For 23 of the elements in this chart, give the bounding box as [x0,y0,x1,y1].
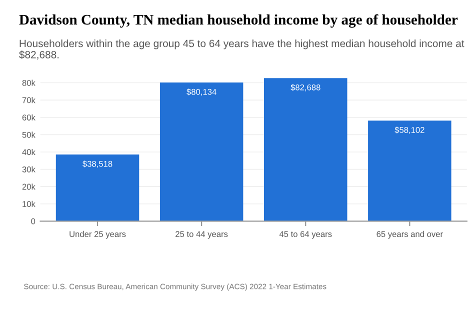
bar [160,82,244,222]
y-tick-label: 80k [22,80,36,86]
x-tick-label: 25 to 44 years [176,231,228,239]
chart-title: Davidson County, TN median household income by age of householder [19,14,458,28]
y-tick-label: 30k [22,166,36,172]
y-tick-label: 70k [22,97,36,104]
y-tick-label: 40k [22,148,36,156]
y-tick-label: 50k [22,132,36,138]
bar [264,78,348,222]
chart-subtitle: Householders within the age group 45 to 64 years have the highest median household income at $82,688. [19,40,464,60]
y-tick-label: 20k [22,184,36,190]
data-label: $80,134 [186,88,216,96]
bar [56,154,140,222]
x-tick-label: 65 years and over [376,230,443,239]
x-tick-label: Under 25 years [70,230,126,239]
x-tick-label: 45 to 64 years [279,231,332,239]
data-label: $82,688 [290,84,320,92]
data-label: $38,518 [82,160,112,168]
data-label: $58,102 [394,126,424,134]
y-tick-label: 10k [22,200,36,207]
y-tick-label: 60k [22,114,36,120]
bar [368,120,452,222]
y-tick-label: 0 [31,218,36,224]
